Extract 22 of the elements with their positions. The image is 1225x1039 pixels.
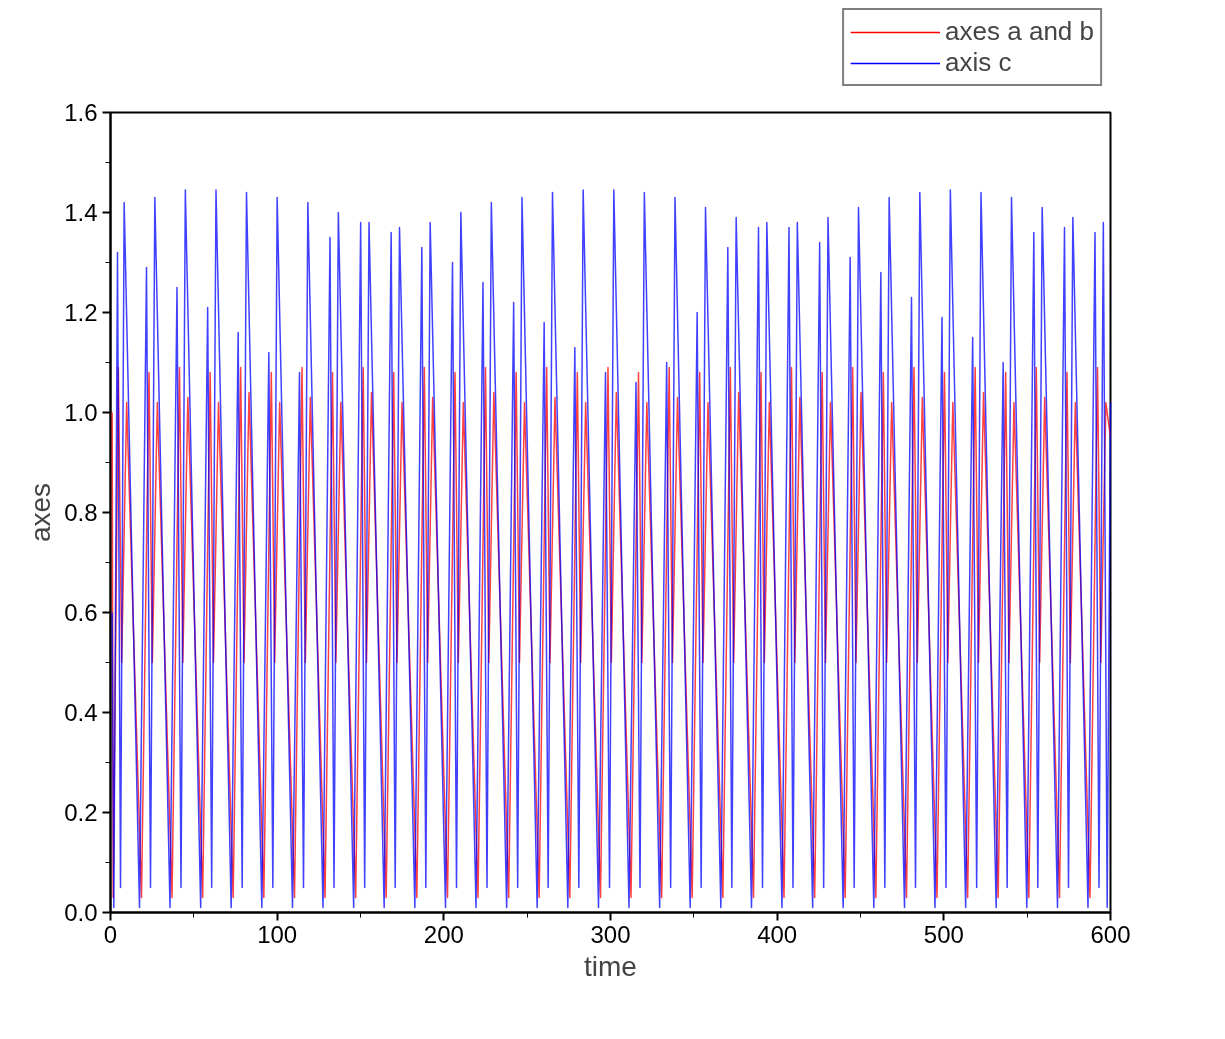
y-axis-title: axes	[25, 482, 57, 543]
x-tick-label: 500	[923, 920, 964, 948]
line-series	[111, 189, 1112, 909]
y-tick-label: 1.0	[64, 399, 98, 426]
x-axis-title: time	[584, 950, 637, 982]
y-tick-label: 1.2	[64, 299, 98, 326]
x-tick-label: 400	[757, 920, 798, 948]
y-tick-label: 0.2	[64, 799, 98, 826]
legend-label: axis c	[945, 47, 1012, 78]
y-tick-label: 0.0	[64, 899, 98, 926]
y-tick-label: 0.8	[64, 499, 98, 526]
legend-label: axes a and b	[945, 16, 1094, 47]
y-tick-label: 0.6	[64, 599, 98, 626]
x-tick-label: 300	[590, 920, 631, 948]
x-tick-label: 100	[257, 920, 298, 948]
x-tick-label: 600	[1090, 920, 1131, 948]
y-tick-label: 1.4	[64, 199, 98, 226]
y-tick-label: 0.4	[64, 699, 98, 726]
line-series	[111, 366, 1112, 899]
x-tick-label: 200	[423, 920, 464, 948]
x-tick-label: 0	[103, 920, 118, 948]
y-tick-label: 1.6	[64, 99, 98, 126]
